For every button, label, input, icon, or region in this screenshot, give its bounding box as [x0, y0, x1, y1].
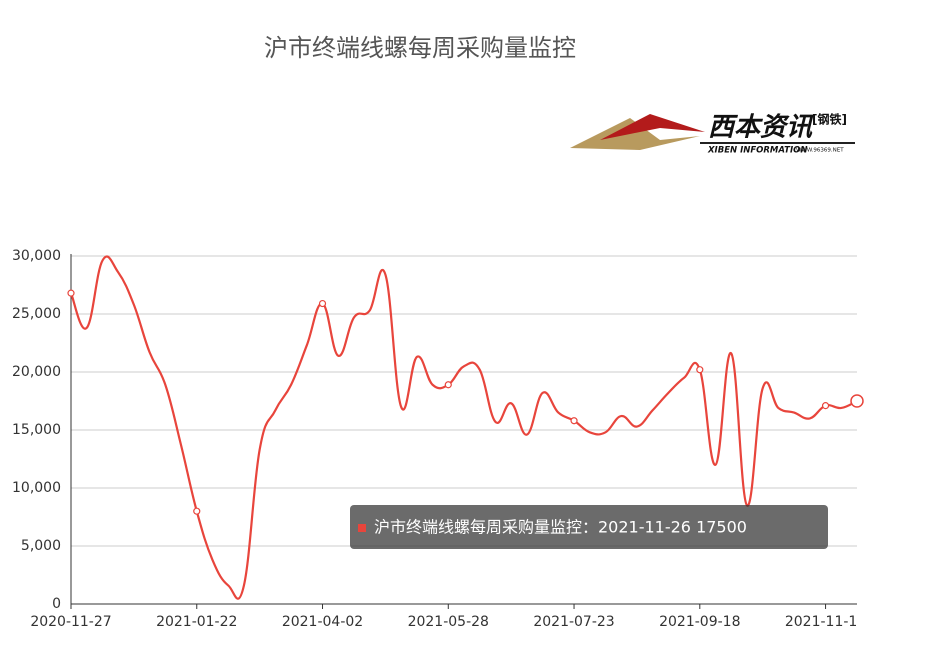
plot: 0 5,000 10,000 15,000 20,000 25,000 30,000 2020… [12, 248, 866, 630]
logo: 西本资讯 [钢铁] XIBEN INFORMATION WWW.96369.NE… [570, 112, 855, 156]
y-tick-label: 5,000 [21, 538, 61, 554]
point-marker [696, 366, 704, 374]
y-tick-label: 30,000 [12, 248, 61, 264]
x-tick-label: 2021-11-12 [785, 614, 866, 630]
point-marker [444, 381, 452, 389]
logo-tag: [钢铁] [812, 112, 847, 127]
tooltip-text: 沪市终端线螺每周采购量监控：2021-11-26 17500 [374, 518, 747, 537]
point-marker [821, 402, 830, 410]
x-tick-label: 2021-07-23 [533, 614, 614, 630]
point-marker [193, 507, 201, 515]
y-tick-label: 25,000 [12, 306, 61, 322]
x-labels: 2020-11-27 2021-01-22 2021-04-02 2021-05-28… [30, 614, 866, 630]
x-tick-label: 2021-05-28 [408, 614, 489, 630]
y-tick-label: 15,000 [12, 422, 61, 438]
x-tick-label: 2021-04-02 [282, 614, 363, 630]
logo-mountain [570, 118, 700, 150]
point-marker [850, 394, 864, 408]
logo-brand: 西本资讯 [708, 113, 814, 143]
tooltip-swatch [358, 524, 366, 532]
point-marker [570, 417, 578, 425]
tooltip-box [350, 505, 828, 549]
x-tick-label: 2020-11-27 [30, 614, 111, 630]
point-marker [67, 289, 75, 297]
series-line [69, 255, 858, 600]
x-tick-label: 2021-09-18 [659, 614, 740, 630]
x-tick-label: 2021-01-22 [156, 614, 237, 630]
y-tick-label: 10,000 [12, 480, 61, 496]
point-marker [318, 299, 327, 308]
logo-swoosh [600, 114, 705, 140]
logo-url: WWW.96369.NET [796, 148, 844, 154]
chart-title: 沪市终端线螺每周采购量监控 [264, 34, 576, 62]
y-tick-label: 20,000 [12, 364, 61, 380]
y-tick-label: 0 [52, 596, 61, 612]
logo-english: XIBEN INFORMATION [707, 146, 807, 156]
